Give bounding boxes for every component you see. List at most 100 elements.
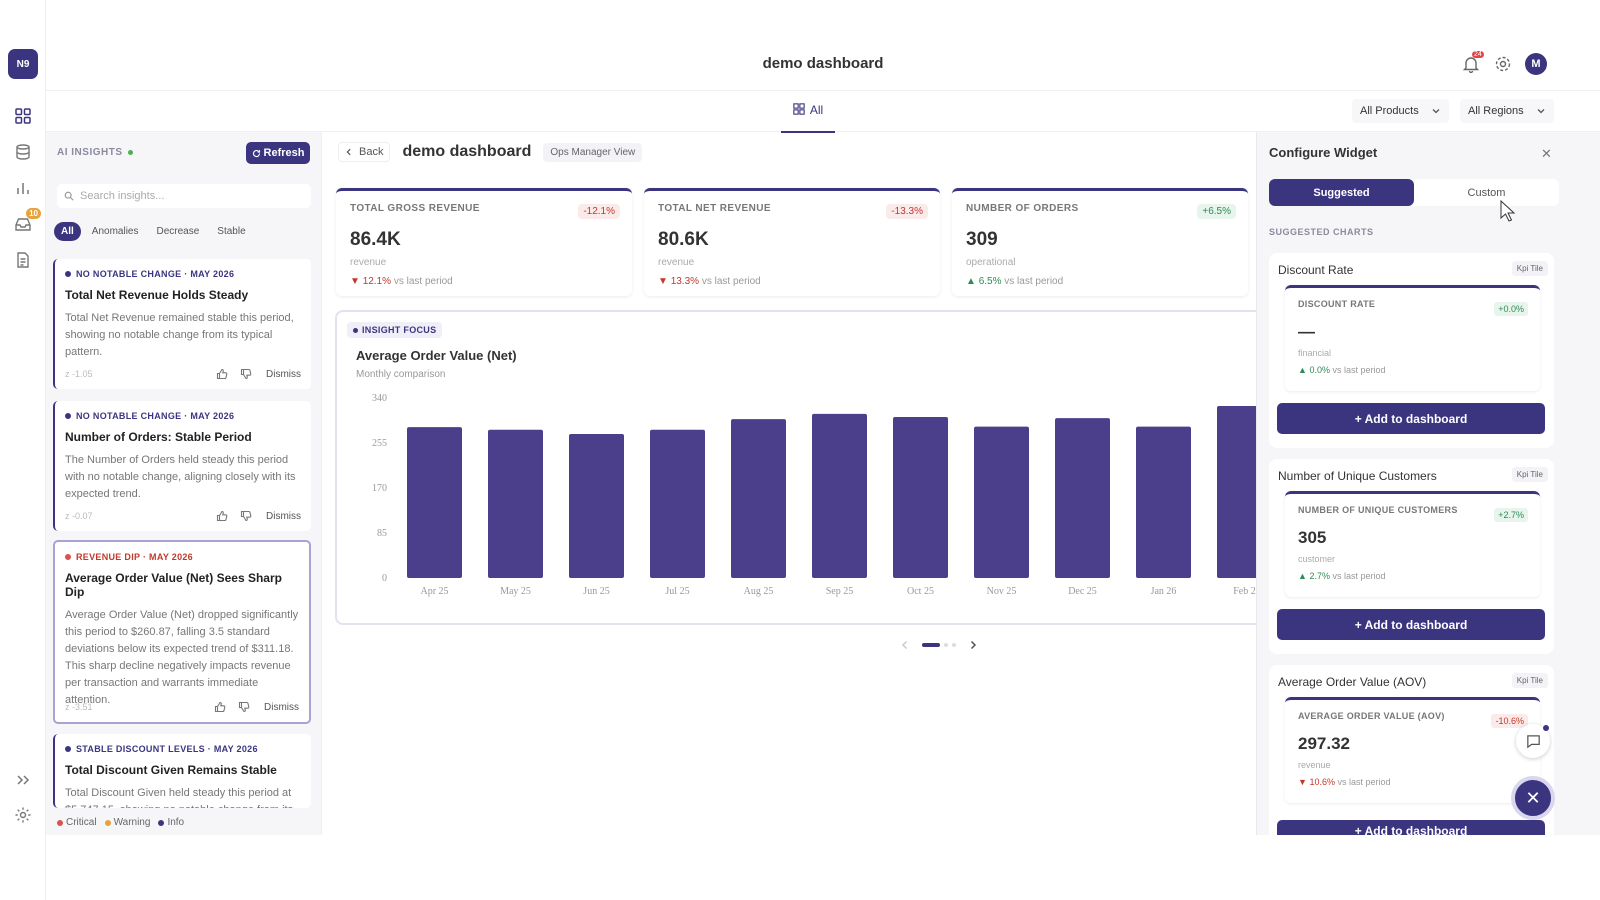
expand-icon[interactable]	[13, 770, 33, 790]
insight-card[interactable]: NO NOTABLE CHANGE · MAY 2026 Total Net R…	[53, 259, 311, 389]
chart-bar[interactable]	[974, 426, 1029, 578]
add-to-dashboard-button[interactable]: + Add to dashboard	[1277, 403, 1545, 434]
config-title: Configure Widget	[1269, 145, 1378, 160]
kpi-tile[interactable]: TOTAL GROSS REVENUE -12.1% 86.4K revenue…	[336, 188, 632, 296]
close-icon[interactable]: ✕	[1541, 146, 1552, 161]
kpi-change: -13.3%	[886, 204, 928, 219]
grid-icon[interactable]	[13, 106, 33, 126]
search-placeholder: Search insights...	[80, 190, 165, 202]
z-score: z -1.05	[65, 369, 93, 379]
y-tick-label: 170	[372, 483, 387, 494]
tab-suggested[interactable]: Suggested	[1269, 179, 1414, 206]
dismiss-button[interactable]: Dismiss	[266, 510, 301, 522]
chart-card[interactable]: INSIGHT FOCUS Average Order Value (Net) …	[335, 310, 1256, 625]
kpi-unit: revenue	[658, 257, 695, 268]
kpi-label: TOTAL GROSS REVENUE	[350, 203, 480, 214]
insight-card[interactable]: STABLE DISCOUNT LEVELS · MAY 2026 Total …	[53, 734, 311, 808]
products-filter[interactable]: All Products	[1352, 99, 1449, 123]
close-fab-button[interactable]: ✕	[1511, 776, 1555, 820]
add-to-dashboard-button[interactable]: + Add to dashboard	[1277, 609, 1545, 640]
thumbs-up-icon[interactable]	[214, 701, 226, 713]
chart-bar[interactable]	[1217, 405, 1256, 578]
add-to-dashboard-button[interactable]: + Add to dashboard	[1277, 820, 1545, 835]
kpi-vs: ▲ 2.7% vs last period	[1298, 571, 1386, 581]
avatar[interactable]: M	[1525, 53, 1547, 75]
kpi-vs: ▲ 6.5% vs last period	[966, 276, 1064, 287]
regions-filter[interactable]: All Regions	[1460, 99, 1554, 123]
refresh-icon	[252, 149, 260, 157]
kpi-value: 309	[966, 229, 998, 250]
gear-icon[interactable]	[1494, 55, 1512, 73]
thumbs-down-icon[interactable]	[240, 368, 252, 380]
dismiss-button[interactable]: Dismiss	[264, 701, 299, 713]
kpi-unit: operational	[966, 257, 1016, 268]
thumbs-down-icon[interactable]	[240, 510, 252, 522]
thumbs-up-icon[interactable]	[216, 368, 228, 380]
insight-card[interactable]: REVENUE DIP · MAY 2026 Average Order Val…	[53, 540, 311, 724]
insight-card[interactable]: NO NOTABLE CHANGE · MAY 2026 Number of O…	[53, 401, 311, 531]
chat-indicator	[1543, 725, 1549, 731]
refresh-label: Refresh	[263, 147, 305, 159]
kpi-change: +2.7%	[1494, 508, 1528, 522]
chip-all[interactable]: All	[54, 222, 81, 241]
thumbs-up-icon[interactable]	[216, 510, 228, 522]
inbox-icon[interactable]: 10	[13, 208, 41, 234]
chart-bar[interactable]	[1055, 418, 1110, 578]
chat-button[interactable]	[1516, 724, 1550, 758]
tab-all[interactable]: All	[781, 101, 835, 133]
chart-type-badge: Kpi Tile	[1511, 467, 1548, 482]
chart-bar[interactable]	[488, 429, 543, 578]
config-tabs: Suggested Custom	[1269, 179, 1559, 206]
chip-stable[interactable]: Stable	[217, 226, 246, 237]
document-icon[interactable]	[13, 250, 33, 270]
app-logo[interactable]: N9	[8, 49, 38, 79]
insights-header-label: AI INSIGHTS	[57, 147, 123, 158]
insight-focus-badge: INSIGHT FOCUS	[347, 322, 443, 338]
pager-dot[interactable]	[944, 643, 948, 647]
chart-bar[interactable]	[1136, 426, 1191, 578]
chart-bar[interactable]	[569, 434, 624, 578]
chart-bar[interactable]	[893, 417, 948, 578]
chart-type-badge: Kpi Tile	[1511, 261, 1548, 276]
tag-dot	[65, 271, 71, 277]
refresh-button[interactable]: Refresh	[246, 142, 310, 164]
bar-chart-icon[interactable]	[13, 178, 33, 198]
chart-pager	[900, 640, 978, 650]
pager-dot[interactable]	[952, 643, 956, 647]
dismiss-button[interactable]: Dismiss	[266, 368, 301, 380]
x-tick-label: Dec 25	[1068, 586, 1097, 597]
chart-bar[interactable]	[731, 419, 786, 578]
x-tick-label: Oct 25	[907, 586, 934, 597]
kpi-unit: customer	[1298, 554, 1336, 564]
back-label: Back	[359, 146, 384, 158]
x-tick-label: Jun 25	[583, 586, 609, 597]
settings-icon[interactable]	[13, 805, 33, 825]
kpi-vs: ▼ 10.6% vs last period	[1298, 777, 1391, 787]
grid-icon	[793, 103, 805, 115]
kpi-tile[interactable]: TOTAL NET REVENUE -13.3% 80.6K revenue ▼…	[644, 188, 940, 296]
bell-icon[interactable]: 24	[1462, 51, 1484, 74]
bar-chart: 0 85 170 255 340 Apr 25 May 25 Jun 25 Jul 25 Aug …	[372, 393, 1256, 597]
database-icon[interactable]	[13, 142, 33, 162]
chip-anomalies[interactable]: Anomalies	[91, 226, 139, 237]
search-input[interactable]: Search insights...	[57, 184, 311, 208]
kpi-tile[interactable]: NUMBER OF ORDERS +6.5% 309 operational ▲…	[952, 188, 1248, 296]
chevron-left-icon[interactable]	[900, 640, 910, 650]
chevron-down-icon	[1432, 109, 1440, 114]
thumbs-down-icon[interactable]	[238, 701, 250, 713]
chip-decrease[interactable]: Decrease	[156, 226, 200, 237]
mouse-cursor-icon	[1500, 200, 1516, 222]
pager-dot[interactable]	[922, 643, 940, 647]
tab-custom[interactable]: Custom	[1467, 186, 1506, 199]
top-bar: demo dashboard 24 M	[46, 0, 1600, 90]
chart-bar[interactable]	[812, 413, 867, 578]
back-button[interactable]: Back	[338, 142, 391, 162]
insight-tag: NO NOTABLE CHANGE · MAY 2026	[65, 269, 301, 279]
chart-bar[interactable]	[650, 429, 705, 578]
insight-desc: Total Net Revenue remained stable this p…	[65, 312, 294, 358]
view-badge[interactable]: Ops Manager View	[543, 142, 643, 162]
legend-critical-swatch	[57, 819, 63, 826]
insight-footer: z -0.07 Dismiss	[65, 509, 301, 523]
chart-bar[interactable]	[407, 427, 462, 578]
chevron-right-icon[interactable]	[968, 640, 978, 650]
